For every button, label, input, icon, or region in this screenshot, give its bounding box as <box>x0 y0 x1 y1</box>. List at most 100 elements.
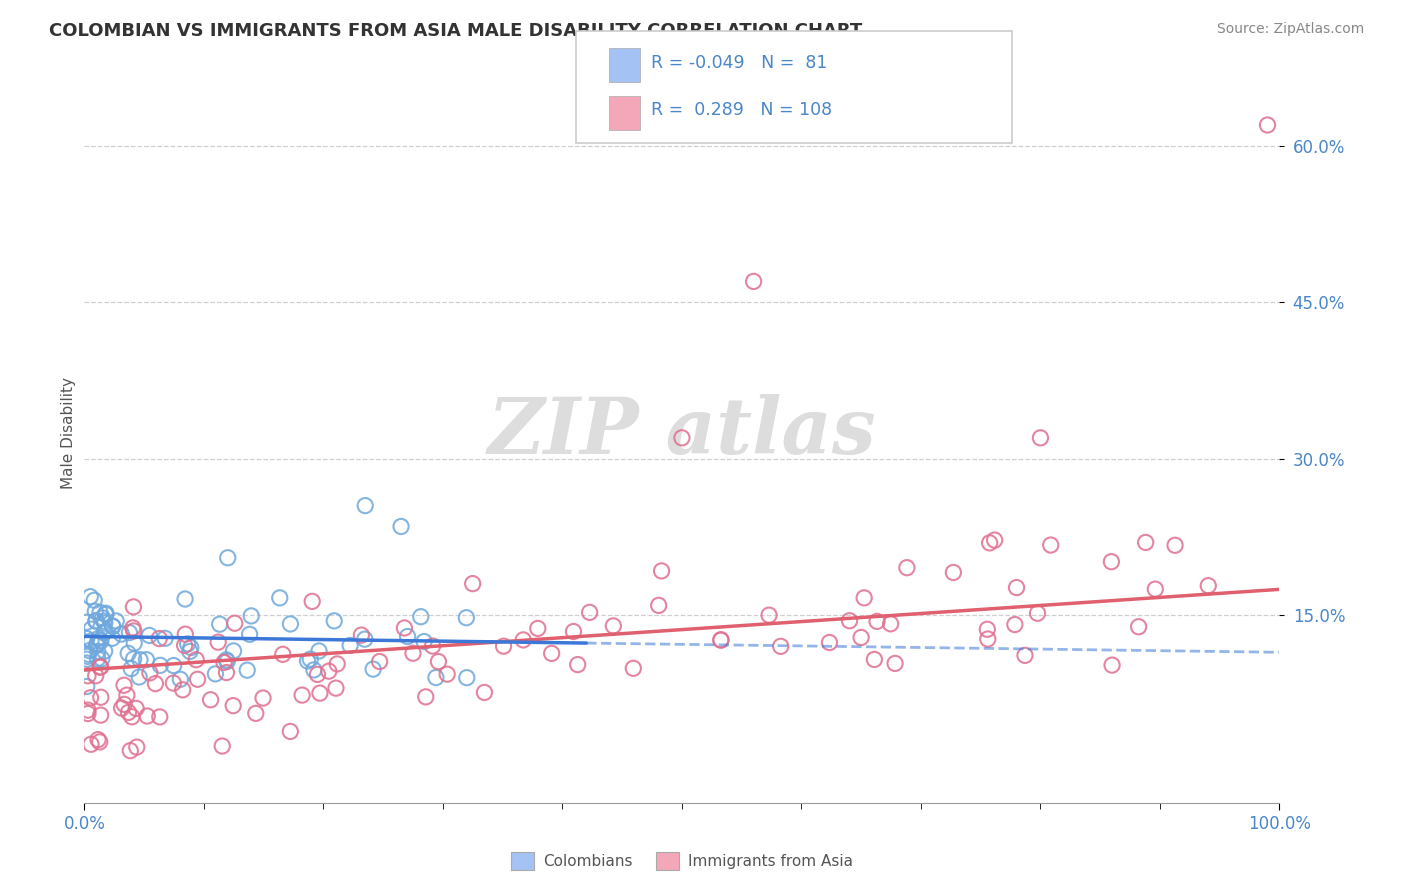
Point <box>415 690 437 704</box>
Point <box>77 647 100 661</box>
Point <box>353 632 375 647</box>
Point <box>853 591 876 605</box>
Point <box>93 644 115 658</box>
Point <box>540 646 562 660</box>
Point <box>76 649 98 664</box>
Point <box>173 639 195 653</box>
Point <box>90 634 112 648</box>
Point <box>396 630 419 644</box>
Point <box>651 564 673 578</box>
Text: ZIP atlas: ZIP atlas <box>488 394 876 471</box>
Point <box>90 652 112 666</box>
Point <box>122 652 145 666</box>
Point <box>427 655 450 669</box>
Point <box>983 533 1005 547</box>
Point <box>187 673 209 687</box>
Point <box>977 632 1000 646</box>
Point <box>122 636 145 650</box>
Point <box>94 607 117 622</box>
Point <box>512 632 534 647</box>
Point <box>77 706 100 721</box>
Point <box>77 669 100 683</box>
Point <box>389 519 412 533</box>
Point <box>186 653 208 667</box>
Point <box>148 632 170 646</box>
Point <box>1144 582 1167 596</box>
Point <box>884 657 907 671</box>
Point <box>976 622 998 636</box>
Point <box>138 628 160 642</box>
Point <box>111 701 134 715</box>
Point <box>222 698 245 713</box>
Point <box>207 635 229 649</box>
Point <box>80 634 103 648</box>
Point <box>79 643 101 657</box>
Y-axis label: Male Disability: Male Disability <box>60 376 76 489</box>
Point <box>309 686 332 700</box>
Point <box>1164 538 1187 552</box>
Point <box>742 274 765 288</box>
Point <box>76 632 98 646</box>
Point <box>84 614 107 628</box>
Point <box>76 656 98 670</box>
Point <box>84 604 107 618</box>
Point <box>318 664 340 678</box>
Point <box>122 599 145 614</box>
Point <box>101 632 124 646</box>
Point <box>110 627 132 641</box>
Text: COLOMBIAN VS IMMIGRANTS FROM ASIA MALE DISABILITY CORRELATION CHART: COLOMBIAN VS IMMIGRANTS FROM ASIA MALE D… <box>49 22 862 40</box>
Point <box>394 621 416 635</box>
Point <box>222 644 245 658</box>
Point <box>162 658 184 673</box>
Point <box>710 633 733 648</box>
Point <box>979 536 1001 550</box>
Point <box>90 690 112 705</box>
Point <box>436 667 458 681</box>
Point <box>863 652 886 666</box>
Point <box>117 646 139 660</box>
Point <box>409 609 432 624</box>
Point <box>291 688 314 702</box>
Point <box>1101 658 1123 673</box>
Point <box>90 660 112 674</box>
Point <box>128 670 150 684</box>
Point <box>402 646 425 660</box>
Point <box>245 706 267 721</box>
Point <box>602 619 624 633</box>
Point <box>112 678 135 692</box>
Point <box>278 724 301 739</box>
Point <box>224 616 246 631</box>
Point <box>866 615 889 629</box>
Point <box>368 655 391 669</box>
Point <box>425 671 447 685</box>
Point <box>112 698 135 712</box>
Point <box>562 624 585 639</box>
Point <box>456 671 478 685</box>
Point <box>413 634 436 648</box>
Point <box>461 576 484 591</box>
Point <box>136 709 159 723</box>
Point <box>578 606 600 620</box>
Point <box>350 628 373 642</box>
Point <box>86 639 108 653</box>
Point <box>84 614 107 628</box>
Point <box>87 632 110 646</box>
Point <box>671 431 693 445</box>
Point <box>153 632 176 646</box>
Point <box>474 685 496 699</box>
Point <box>94 615 117 630</box>
Point <box>567 657 589 672</box>
Point <box>1029 431 1052 445</box>
Point <box>76 652 98 666</box>
Point <box>145 676 167 690</box>
Point <box>89 606 111 620</box>
Point <box>896 560 918 574</box>
Text: R =  0.289   N = 108: R = 0.289 N = 108 <box>651 101 832 119</box>
Point <box>179 644 201 658</box>
Point <box>149 658 172 673</box>
Point <box>308 644 330 658</box>
Point <box>174 627 197 641</box>
Point <box>180 640 202 655</box>
Point <box>89 660 111 674</box>
Point <box>117 706 139 720</box>
